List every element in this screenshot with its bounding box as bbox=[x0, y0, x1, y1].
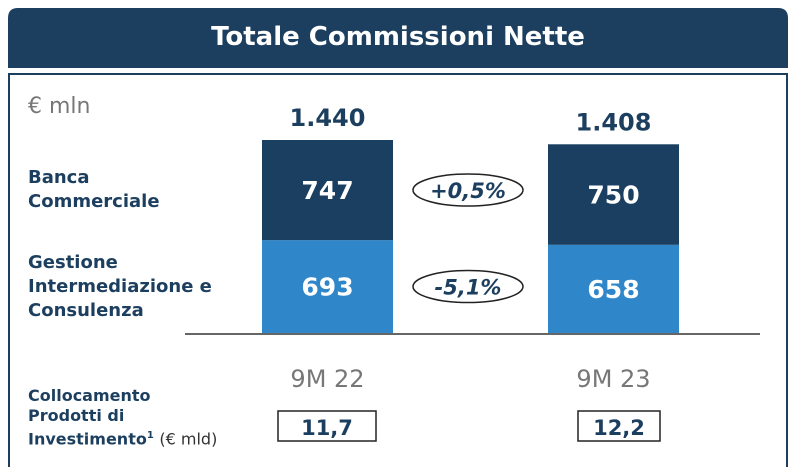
header-band bbox=[8, 8, 788, 68]
frame bbox=[8, 73, 788, 467]
x-tick-label: 9M 23 bbox=[576, 365, 650, 393]
segment-label: 693 bbox=[301, 273, 353, 302]
bar-segment bbox=[262, 140, 393, 241]
legend-label: Gestione Intermediazione e Consulenza bbox=[28, 251, 212, 321]
segment-label: 658 bbox=[587, 275, 639, 304]
placement-box bbox=[277, 410, 377, 442]
segment-label: 750 bbox=[587, 181, 639, 210]
bar-segment bbox=[548, 144, 679, 245]
change-oval bbox=[412, 173, 524, 207]
placement-text: Collocamento Prodotti di Investimento bbox=[28, 386, 151, 449]
unit: € mln bbox=[28, 94, 91, 119]
placement-unit: (€ mld) bbox=[159, 429, 218, 449]
title: Totale Commissioni Nette bbox=[211, 22, 585, 52]
note: 1 bbox=[146, 430, 154, 441]
placement-value: 11,7 bbox=[301, 416, 353, 440]
placement-box bbox=[577, 410, 661, 442]
segment-label: 747 bbox=[301, 176, 353, 205]
change-label: +0,5% bbox=[430, 179, 506, 203]
x-tick-label: 9M 22 bbox=[290, 365, 364, 393]
bar-segment bbox=[548, 244, 679, 333]
legend-label: Banca Commerciale bbox=[28, 167, 160, 213]
total-label: 1.440 bbox=[290, 104, 366, 132]
change-label: -5,1% bbox=[435, 276, 502, 300]
bar-segment bbox=[262, 240, 393, 333]
change-oval bbox=[412, 269, 524, 304]
placement-label: Collocamento Prodotti di Investimento1 (… bbox=[28, 386, 228, 449]
total-label: 1.408 bbox=[576, 108, 652, 136]
placement-value: 12,2 bbox=[593, 416, 645, 440]
